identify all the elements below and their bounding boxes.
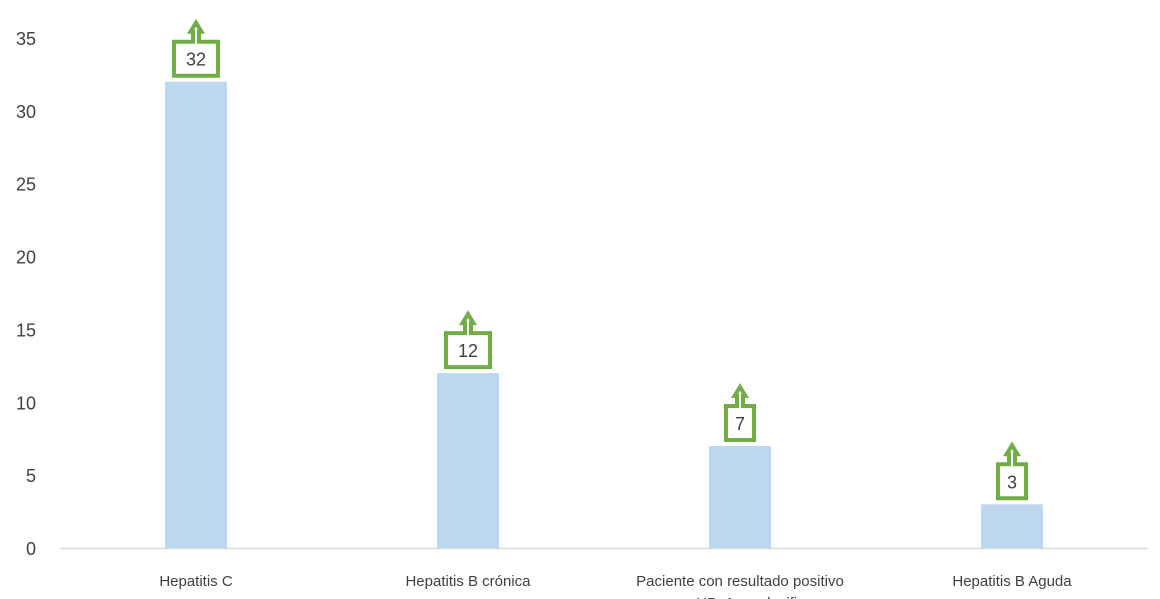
x-tick-label-line: Hepatitis B Aguda <box>952 573 1072 590</box>
bar <box>437 373 499 548</box>
data-label-callout <box>724 383 756 442</box>
y-tick-label: 30 <box>16 102 36 122</box>
y-tick-label: 35 <box>16 29 36 49</box>
y-axis: 0 5 10 15 20 25 30 35 <box>16 29 36 559</box>
x-tick-label: Hepatitis C <box>159 573 233 590</box>
x-tick-label-line: para HBsAg a clasificar <box>662 595 818 599</box>
x-tick-label: Paciente con resultado positivo para HBsA… <box>636 573 844 599</box>
x-tick-label-line: Hepatitis C <box>159 573 233 590</box>
y-tick-label: 20 <box>16 248 36 268</box>
data-label-callout <box>172 18 220 78</box>
data-label: 32 <box>186 50 206 70</box>
bar <box>165 81 227 548</box>
data-label: 12 <box>458 341 478 361</box>
bar <box>981 504 1043 548</box>
data-labels: 32 12 7 3 <box>172 18 1028 501</box>
data-label-callout <box>996 441 1028 501</box>
x-tick-label: Hepatitis B crónica <box>405 573 531 590</box>
data-label-callout <box>444 310 492 370</box>
y-tick-label: 0 <box>26 539 36 559</box>
x-tick-label-line: Paciente con resultado positivo <box>636 573 844 590</box>
x-tick-label-line: Hepatitis B crónica <box>405 573 531 590</box>
bars <box>165 81 1043 548</box>
y-tick-label: 25 <box>16 175 36 195</box>
y-tick-label: 15 <box>16 320 36 340</box>
data-label: 7 <box>735 414 745 434</box>
data-label: 3 <box>1007 472 1017 492</box>
x-tick-label: Hepatitis B Aguda <box>952 573 1072 590</box>
bar <box>709 446 771 548</box>
x-axis: Hepatitis C Hepatitis B crónica Paciente c… <box>60 547 1148 599</box>
y-tick-label: 5 <box>26 466 36 486</box>
y-tick-label: 10 <box>16 393 36 413</box>
